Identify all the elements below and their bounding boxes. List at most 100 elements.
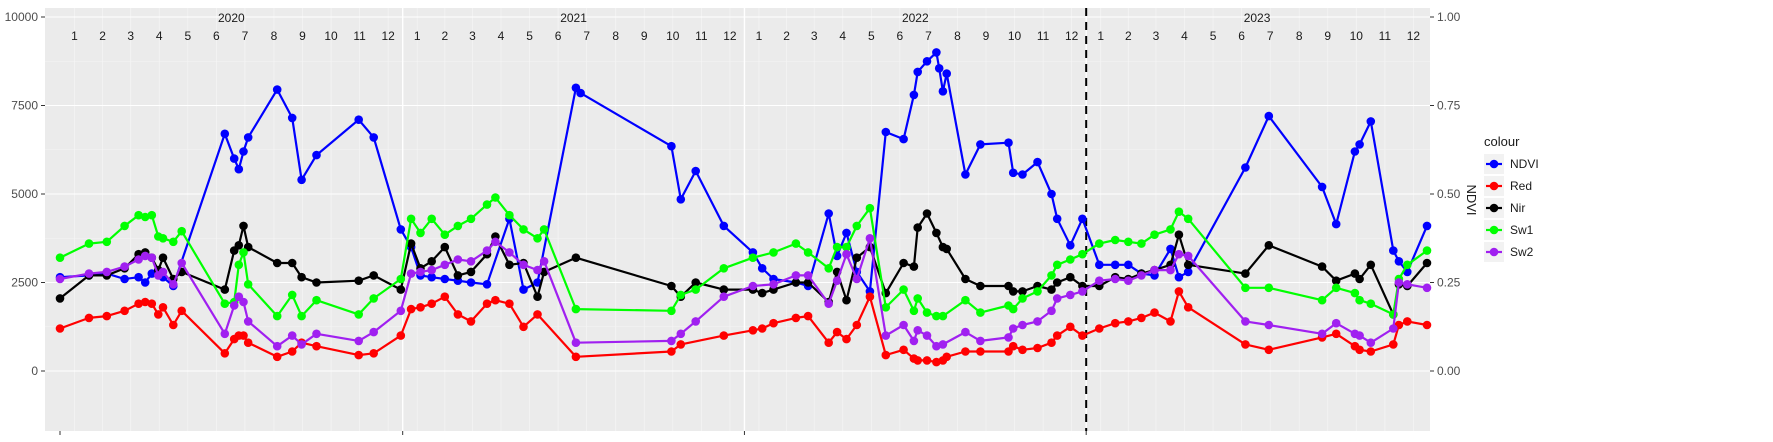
data-point-ndvi — [1355, 140, 1364, 149]
data-point-ndvi — [396, 225, 406, 234]
data-point-sw2 — [865, 234, 875, 243]
legend-item-sw1: Sw1 — [1484, 220, 1534, 240]
year-label: 2020 — [218, 11, 245, 25]
legend-label: Sw2 — [1510, 245, 1534, 259]
data-point-sw2 — [1264, 320, 1274, 330]
data-point-ndvi — [1394, 257, 1404, 266]
month-label: 3 — [127, 29, 134, 43]
data-point-sw2 — [1174, 249, 1184, 259]
data-point-sw1 — [976, 308, 985, 317]
data-point-sw2 — [482, 246, 492, 255]
data-point-ndvi — [899, 134, 908, 144]
legend-items: NDVI Red Nir Sw1 Sw2 — [1484, 154, 1539, 262]
data-point-ndvi — [229, 154, 239, 163]
data-point-nir — [922, 209, 932, 218]
data-point-red — [396, 331, 406, 340]
data-point-red — [1052, 331, 1062, 340]
month-label: 4 — [498, 29, 505, 43]
data-point-red — [1355, 345, 1364, 355]
data-point-sw1 — [1183, 214, 1193, 224]
data-point-red — [239, 331, 248, 340]
month-label: 2 — [1125, 29, 1132, 43]
data-point-sw2 — [961, 327, 970, 337]
data-point-sw1 — [1422, 246, 1432, 255]
data-point-sw1 — [1095, 239, 1104, 248]
data-point-sw1 — [913, 294, 922, 303]
month-label: 9 — [299, 29, 306, 43]
data-point-nir — [1052, 278, 1062, 287]
month-label: 6 — [213, 29, 220, 43]
data-point-red — [1389, 340, 1398, 349]
data-point-ndvi — [922, 57, 932, 66]
data-point-nir — [354, 276, 364, 286]
data-point-ndvi — [287, 113, 297, 123]
data-point-nir — [1018, 287, 1027, 296]
left-tick-label: 7500 — [11, 99, 38, 113]
data-point-sw2 — [1110, 274, 1120, 284]
data-point-sw2 — [243, 317, 253, 326]
month-label: 7 — [583, 29, 590, 43]
data-point-sw2 — [909, 336, 919, 346]
right-tick-label: 1.00 — [1437, 10, 1461, 24]
data-point-sw1 — [519, 225, 528, 234]
data-point-sw1 — [1264, 283, 1274, 293]
data-point-sw1 — [453, 221, 463, 231]
data-point-nir — [667, 281, 676, 291]
data-point-sw1 — [961, 295, 970, 305]
data-point-sw2 — [1366, 338, 1376, 348]
data-point-sw1 — [169, 237, 178, 247]
data-point-red — [272, 352, 282, 362]
data-point-sw1 — [748, 253, 758, 262]
data-point-nir — [1331, 276, 1341, 286]
data-point-ndvi — [676, 195, 686, 204]
data-point-sw1 — [1124, 237, 1133, 247]
month-label: 4 — [1181, 29, 1188, 43]
month-label: 10 — [666, 29, 680, 43]
data-point-red — [312, 341, 321, 351]
data-point-ndvi — [369, 133, 379, 142]
grid-minor — [45, 8, 1430, 431]
data-point-sw2 — [932, 341, 941, 351]
data-point-sw1 — [297, 311, 306, 321]
data-point-sw2 — [1241, 317, 1250, 326]
month-label: 5 — [184, 29, 191, 43]
data-point-nir — [55, 294, 65, 303]
data-point-sw1 — [842, 242, 851, 252]
data-point-nir — [1066, 272, 1075, 282]
data-point-red — [169, 320, 178, 330]
data-point-ndvi — [243, 133, 253, 142]
data-point-nir — [287, 258, 297, 268]
data-point-nir — [1174, 230, 1184, 239]
data-point-sw1 — [312, 295, 321, 305]
data-point-sw2 — [169, 280, 178, 289]
data-point-ndvi — [1018, 170, 1027, 179]
data-point-red — [976, 347, 985, 356]
data-point-nir — [297, 272, 306, 282]
data-point-sw1 — [84, 239, 94, 248]
data-point-nir — [852, 253, 862, 262]
month-labels: 1 2 3 4 5 6 7 8 9 10 11 12 1 2 3 4 5 6 7 8 9 10 11 12 1 2 3 4 5 6 7 8 9 1… — [71, 29, 1420, 43]
data-point-nir — [976, 281, 985, 291]
data-point-sw1 — [1317, 295, 1327, 305]
data-point-sw2 — [158, 267, 168, 277]
data-point-red — [1066, 322, 1075, 332]
data-point-nir — [909, 262, 919, 271]
data-point-red — [1366, 347, 1376, 356]
data-point-sw2 — [1066, 290, 1075, 300]
data-point-sw1 — [691, 285, 700, 294]
month-label: 4 — [156, 29, 163, 43]
month-label: 7 — [925, 29, 932, 43]
month-label: 11 — [1037, 29, 1050, 43]
data-point-sw1 — [220, 299, 230, 309]
data-point-sw1 — [1033, 287, 1042, 296]
data-point-ndvi — [1008, 168, 1018, 178]
data-point-sw1 — [881, 303, 891, 312]
data-point-sw2 — [505, 248, 514, 257]
data-point-nir — [719, 285, 729, 294]
data-point-sw2 — [369, 327, 379, 337]
legend-label: NDVI — [1510, 157, 1539, 171]
data-point-ndvi — [976, 140, 985, 149]
data-point-ndvi — [842, 228, 851, 238]
data-point-nir — [1241, 269, 1250, 278]
